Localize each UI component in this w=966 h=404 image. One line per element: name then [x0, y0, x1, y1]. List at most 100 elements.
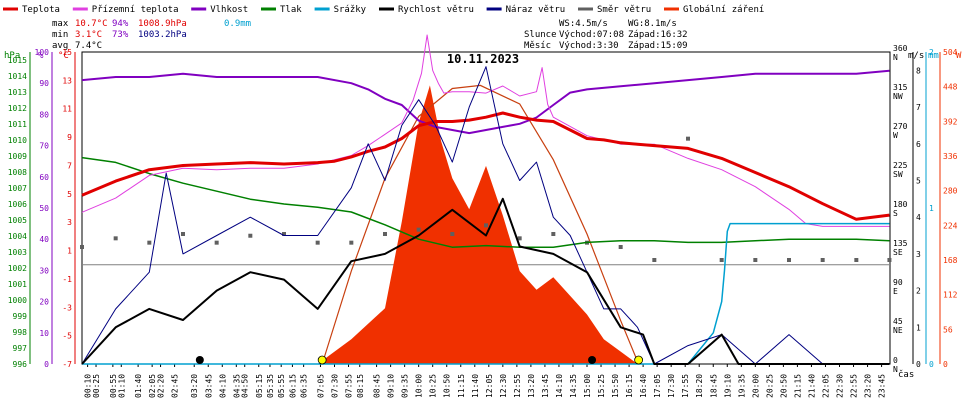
hpa-tick-label: 998 [13, 328, 28, 337]
hpa-tick-label: 1003 [8, 248, 27, 257]
w-tick-label: 224 [943, 221, 958, 230]
dir-tick-label: NW [893, 92, 903, 101]
ms-tick-label: 8 [916, 66, 921, 75]
wind-direction-point [854, 258, 859, 262]
info-block: WS:4.5m/s WG:8.1m/s Slunce Východ:07:08 … [524, 19, 688, 51]
c-unit: °C [58, 51, 69, 61]
w-tick-label: 280 [943, 187, 958, 196]
moon-marker [195, 356, 204, 364]
hpa-tick-label: 996 [13, 360, 28, 369]
hpa-tick-label: 1001 [8, 280, 27, 289]
wind-direction-point [517, 236, 522, 241]
w-tick-label: 448 [943, 83, 958, 92]
wind-direction-point [887, 258, 892, 262]
x-tick-label: 08:15 [356, 374, 365, 398]
x-tick-label: 04:35 [232, 374, 241, 398]
c-tick-label: 11 [62, 105, 72, 114]
pct-tick-label: 0 [44, 360, 49, 369]
hpa-tick-label: 1014 [8, 72, 27, 81]
x-tick-label: 18:45 [709, 374, 718, 398]
hpa-tick-label: 1015 [8, 56, 27, 65]
w-tick-label: 112 [943, 291, 958, 300]
x-tick-label: 05:15 [255, 374, 264, 398]
hpa-tick-label: 1011 [8, 120, 27, 129]
info-moon-label: Měsíc [524, 41, 551, 51]
x-tick-label: 23:45 [878, 374, 887, 398]
hpa-tick-label: 1006 [8, 200, 27, 209]
legend-label: Globální záření [683, 5, 764, 15]
pct-tick-label: 90 [39, 79, 49, 88]
c-tick-label: -7 [62, 360, 72, 369]
sun-marker [634, 355, 644, 365]
x-tick-label: 17:55 [681, 374, 690, 398]
x-tick-label: 22:05 [821, 374, 830, 398]
series-pressure [81, 156, 890, 248]
x-tick-label: 02:45 [171, 374, 180, 398]
hpa-tick-label: 1004 [8, 232, 27, 241]
hpa-tick-label: 1012 [8, 104, 27, 113]
x-tick-label: 17:05 [653, 374, 662, 398]
x-tick-label: 00:10 [84, 374, 93, 398]
c-tick-label: 15 [62, 48, 72, 57]
ms-tick-label: 1 [916, 323, 921, 332]
x-tick-label: 17:30 [667, 374, 676, 398]
mm-unit: mm [928, 51, 939, 61]
c-tick-label: -5 [62, 332, 72, 341]
wind-direction-point [450, 232, 455, 236]
x-tick-label: 04:50 [241, 374, 250, 398]
pct-tick-label: 50 [39, 204, 49, 213]
legend-label: Rychlost větru [398, 5, 474, 15]
x-tick-label: 12:30 [499, 374, 508, 398]
stats-max-press: 1008.9hPa [138, 19, 187, 29]
info-sun-label: Slunce [524, 30, 557, 40]
x-tick-label: 01:40 [134, 374, 143, 398]
x-tick-label: 03:45 [204, 374, 213, 398]
hpa-tick-label: 997 [13, 344, 28, 353]
w-tick-label: 168 [943, 256, 958, 265]
wind-direction-point [147, 240, 152, 245]
x-tick-label: 16:15 [625, 374, 634, 398]
wind-direction-point [80, 245, 84, 249]
dir-tick-label: 135 [893, 239, 908, 248]
x-tick-label: 11:15 [457, 374, 466, 398]
x-tick-label: 20:25 [765, 374, 774, 398]
hpa-unit: hPa [4, 51, 20, 61]
hpa-tick-label: 1000 [8, 296, 27, 305]
series-ground-temperature [81, 34, 890, 227]
c-tick-label: -3 [62, 303, 72, 312]
axes: 1015101410131012101110101009100810071006… [8, 44, 958, 398]
dir-tick-label: 360 [893, 44, 908, 53]
wind-direction-point [719, 258, 724, 262]
x-tick-label: 12:55 [513, 374, 522, 398]
w-tick-label: 504 [943, 48, 958, 57]
x-tick-label: 21:15 [793, 374, 802, 398]
time-unit: čas [898, 369, 914, 380]
wind-direction-point [248, 233, 253, 238]
info-moon-rise: Východ:3:30 [559, 41, 619, 51]
stats-max-hum: 94% [112, 19, 129, 29]
dir-tick-label: N [893, 53, 898, 62]
sun-marker [317, 355, 327, 365]
x-tick-label: 20:50 [779, 374, 788, 398]
x-tick-label: 15:50 [611, 374, 620, 398]
mm-tick-label: 1 [929, 204, 934, 213]
wind-direction-point [820, 258, 825, 262]
pct-tick-label: 40 [39, 235, 49, 244]
wind-direction-point [618, 245, 623, 249]
stats-max-label: max [52, 19, 69, 29]
legend-label: Přízemní teplota [92, 5, 179, 15]
ms-tick-label: 3 [916, 250, 921, 259]
dir-tick-label: 45 [893, 317, 903, 326]
hpa-tick-label: 1008 [8, 168, 27, 177]
hpa-tick-label: 1005 [8, 216, 27, 225]
x-tick-label: 19:10 [723, 374, 732, 398]
x-tick-label: 23:20 [864, 374, 873, 398]
x-tick-label: 01:10 [117, 374, 126, 398]
c-tick-label: 13 [62, 76, 72, 85]
hpa-tick-label: 1002 [8, 264, 27, 273]
dir-tick-label: 270 [893, 122, 908, 131]
legend-label: Srážky [334, 5, 367, 15]
x-tick-label: 22:55 [850, 374, 859, 398]
series-precipitation [82, 222, 890, 365]
